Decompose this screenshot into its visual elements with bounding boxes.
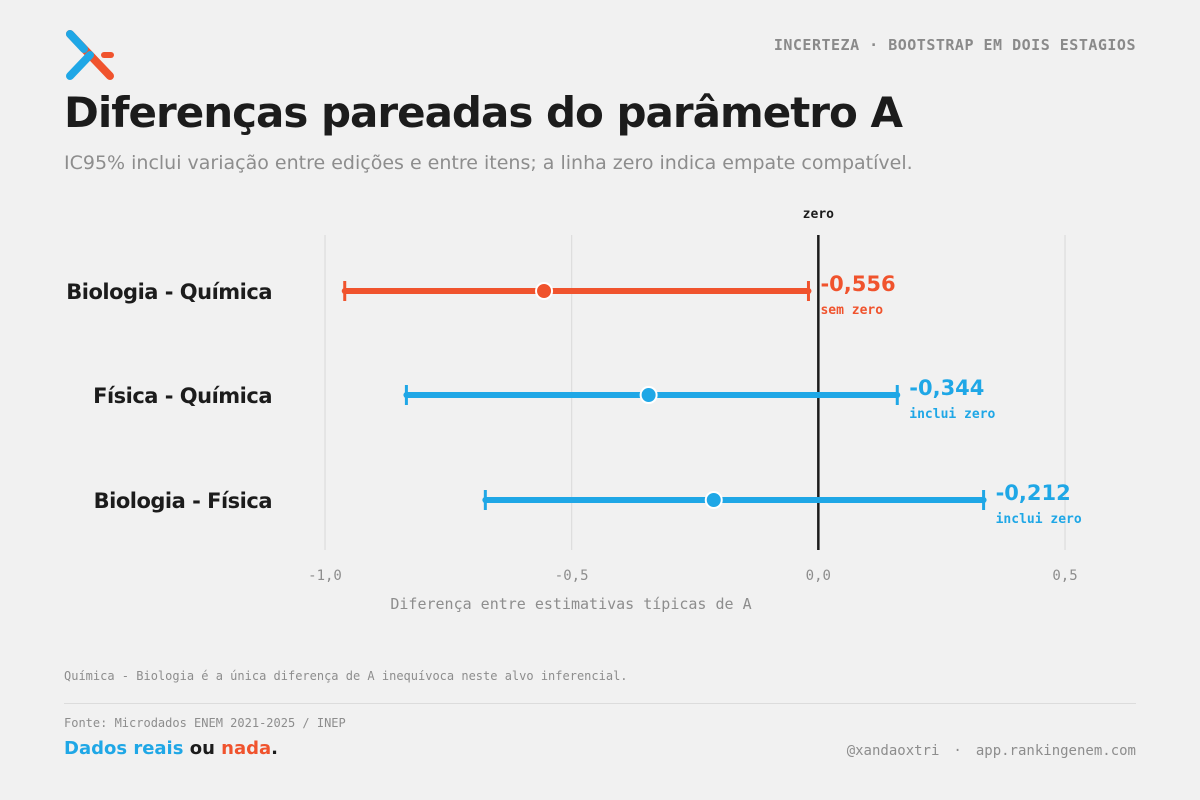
footer-separator: · <box>953 743 962 759</box>
value-label: -0,344 <box>909 376 984 400</box>
value-label: -0,212 <box>996 481 1071 505</box>
x-tick-label: -1,0 <box>308 568 342 584</box>
value-label: -0,556 <box>820 272 895 296</box>
tagline-part-3: nada <box>221 738 272 759</box>
tagline-part-4: . <box>271 738 278 759</box>
forest-plot: -1,0 -0,5 0,0 0,5 zero Biologia - Química -0,5… <box>66 207 1082 613</box>
page-subtitle: IC95% inclui variação entre edições e en… <box>64 152 913 174</box>
x-tick-label: 0,5 <box>1052 568 1077 584</box>
x-axis-title: Diferença entre estimativas típicas de A <box>390 595 751 613</box>
page-title: Diferenças pareadas do parâmetro A <box>64 88 903 137</box>
point-estimate <box>704 491 723 509</box>
tagline-part-1: Dados reais <box>64 738 184 759</box>
zero-label: zero <box>803 207 834 222</box>
source-credit: Fonte: Microdados ENEM 2021-2025 / INEP <box>64 716 346 730</box>
x-tick-label: -0,5 <box>555 568 589 584</box>
row-label: Biologia - Química <box>66 280 272 304</box>
tagline-part-2: ou <box>183 738 222 759</box>
x-tick-label: 0,0 <box>806 568 831 584</box>
footer-divider <box>64 703 1136 704</box>
brand-logo-icon <box>66 30 114 80</box>
social-handle[interactable]: @xandaoxtri <box>846 743 940 759</box>
tagline: Dados reais ou nada. <box>64 738 278 759</box>
row-label: Biologia - Física <box>94 489 272 513</box>
status-label: inclui zero <box>909 407 995 422</box>
point-estimate <box>639 386 658 404</box>
point-estimate <box>535 282 554 300</box>
status-label: inclui zero <box>996 512 1082 527</box>
status-label: sem zero <box>820 303 883 318</box>
footer-links: @xandaoxtri · app.rankingenem.com <box>847 743 1136 759</box>
row-label: Física - Química <box>93 384 272 408</box>
chart-note: Química - Biologia é a única diferença d… <box>64 669 628 683</box>
site-link[interactable]: app.rankingenem.com <box>975 743 1136 759</box>
header-kicker: INCERTEZA · BOOTSTRAP EM DOIS ESTAGIOS <box>773 36 1136 54</box>
